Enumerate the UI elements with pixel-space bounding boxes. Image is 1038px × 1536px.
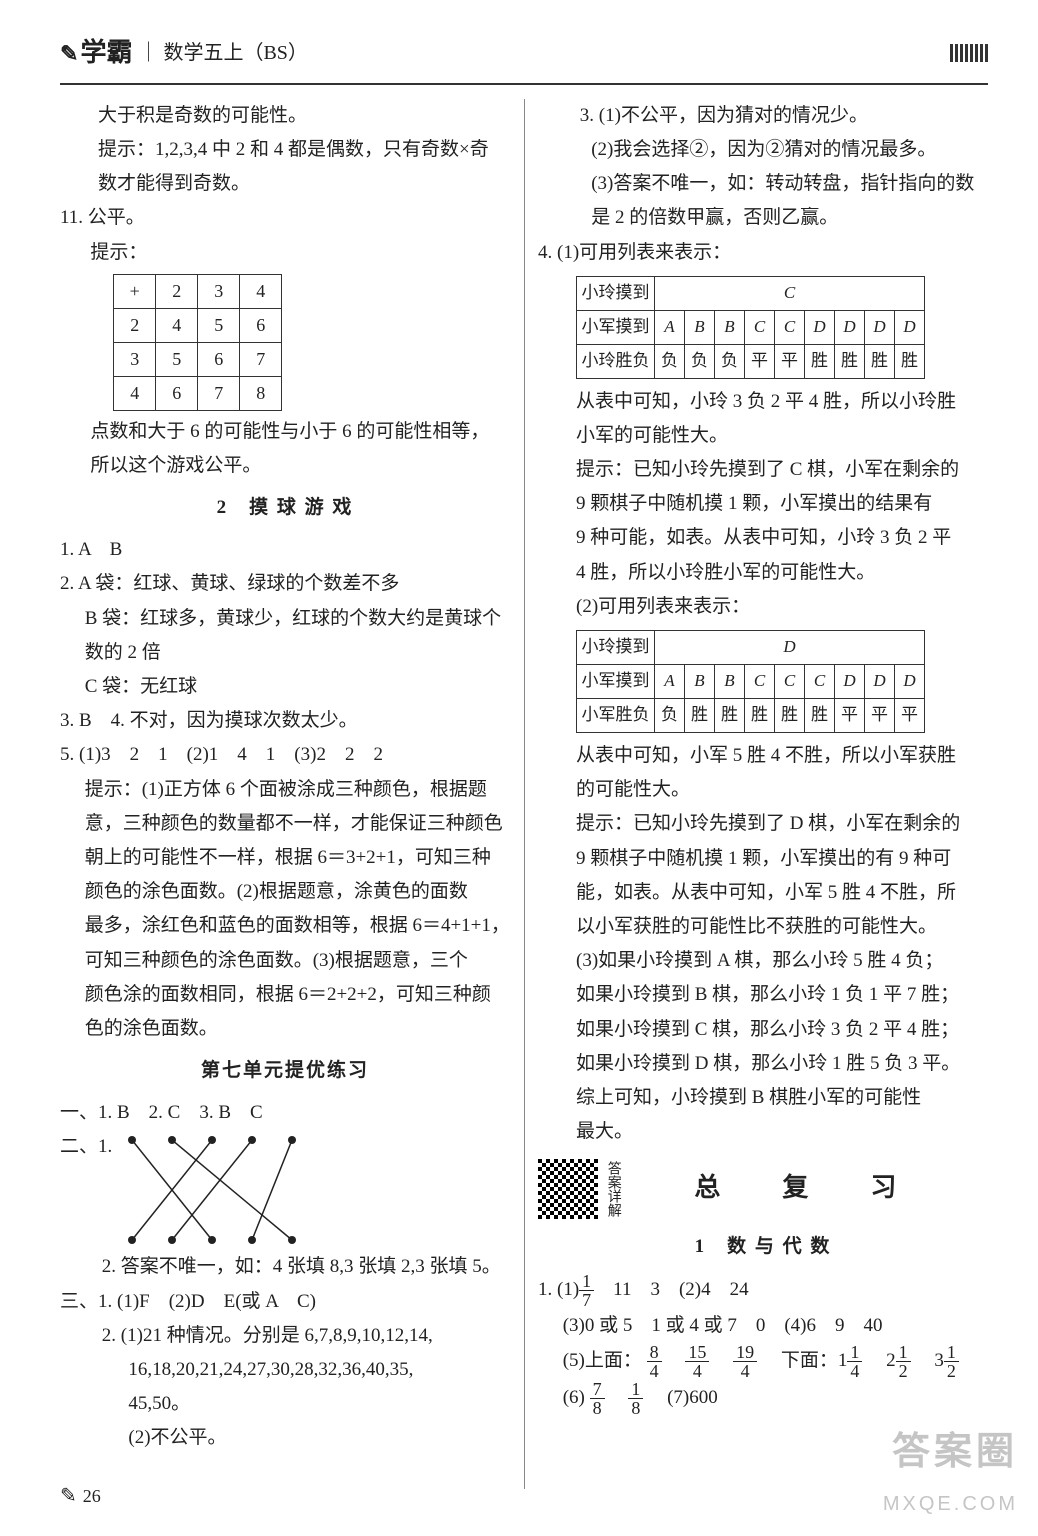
hint-text: 朝上的可能性不一样，根据 6＝3+2+1，可知三种 [60, 841, 510, 875]
addition-table: +234 2456 3567 4678 [113, 274, 282, 411]
text: 所以这个游戏公平。 [60, 449, 510, 483]
answer: (2)我会选择②，因为②猜对的情况最多。 [538, 133, 988, 167]
text: 点数和大于 6 的可能性与小于 6 的可能性相等， [60, 415, 510, 449]
answer: 1. (1)17 11 3 (2)4 24 [538, 1272, 988, 1309]
answer: 4. (1)可用列表来表示： [538, 236, 988, 270]
hint-text: 提示：(1)正方体 6 个面被涂成三种颜色，根据题 [60, 773, 510, 807]
answer: 3. (1)不公平，因为猜对的情况少。 [538, 99, 988, 133]
hint-text: 色的涂色面数。 [60, 1012, 510, 1046]
hint-text: 以小军获胜的可能性比不获胜的可能性大。 [538, 910, 988, 944]
answer: (5)上面： 84 154 194 下面：114 212 312 [538, 1343, 988, 1380]
two-column-body: 大于积是奇数的可能性。 提示：1,2,3,4 中 2 和 4 都是偶数，只有奇数… [60, 99, 988, 1489]
hint-text: 4 胜，所以小玲胜小军的可能性大。 [538, 556, 988, 590]
answer: 如果小玲摸到 D 棋，那么小玲 1 胜 5 负 3 平。 [538, 1047, 988, 1081]
text: 从表中可知，小军 5 胜 4 不胜，所以小军获胜 [538, 739, 988, 773]
qr-row: 答案详解 总 复 习 [538, 1155, 988, 1222]
answer: (2)可用列表来表示： [538, 590, 988, 624]
label: 二、1. [60, 1136, 112, 1157]
answer: 2. A 袋：红球、黄球、绿球的个数差不多 [60, 567, 510, 601]
section-title: 1 数 与 代 数 [538, 1230, 988, 1264]
hint-text: 提示：1,2,3,4 中 2 和 4 都是偶数，只有奇数×奇 [60, 133, 510, 167]
section-title: 第七单元提优练习 [60, 1054, 510, 1088]
text: 小军的可能性大。 [538, 419, 988, 453]
text: 大于积是奇数的可能性。 [60, 99, 510, 133]
hint-text: 9 种可能，如表。从表中可知，小玲 3 负 2 平 [538, 521, 988, 555]
hint-text: 最多，涂红色和蓝色的面数相等，根据 6＝4+1+1， [60, 909, 510, 943]
answer: 一、1. B 2. C 3. B C [60, 1096, 510, 1130]
qr-code-icon [538, 1159, 598, 1219]
answer: (2)不公平。 [60, 1421, 510, 1455]
header-subject: ｜ 数学五上（BS） [138, 35, 307, 71]
hint-text: 提示：已知小玲先摸到了 C 棋，小军在剩余的 [538, 453, 988, 487]
answer: 2. 答案不唯一，如：4 张填 8,3 张填 2,3 张填 5。 [60, 1250, 510, 1284]
barcode-icon [950, 44, 988, 62]
answer: 2. (1)21 种情况。分别是 6,7,8,9,10,12,14, [60, 1319, 510, 1353]
hint-text: 9 颗棋子中随机摸 1 颗，小军摸出的结果有 [538, 487, 988, 521]
hint-text: 提示：已知小玲先摸到了 D 棋，小军在剩余的 [538, 807, 988, 841]
answer: (3)0 或 5 1 或 4 或 7 0 (4)6 9 40 [538, 1309, 988, 1343]
hint-text: 数才能得到奇数。 [60, 167, 510, 201]
hint-text: 能，如表。从表中可知，小军 5 胜 4 不胜，所 [538, 876, 988, 910]
outcome-table-1: 小玲摸到C 小军摸到 ABBCCDDDD 小玲胜负 负负负平平胜胜胜胜 [576, 276, 925, 379]
hint-text: 颜色的涂色面数。(2)根据题意，涂黄色的面数 [60, 875, 510, 909]
matching-graph-row: 二、1. [60, 1130, 510, 1250]
pencil-icon: ✎ [60, 1478, 77, 1514]
answer: 数的 2 倍 [60, 636, 510, 670]
answer: 5. (1)3 2 1 (2)1 4 1 (3)2 2 2 [60, 738, 510, 772]
answer: 16,18,20,21,24,27,30,28,32,36,40,35, [60, 1353, 510, 1387]
answer: (6) 78 18 (7)600 [538, 1380, 988, 1417]
answer: 综上可知，小玲摸到 B 棋胜小军的可能性 [538, 1081, 988, 1115]
answer: 45,50。 [60, 1387, 510, 1421]
hint-with-table: 提示： [60, 236, 510, 270]
page-header: 学霸 ｜ 数学五上（BS） [60, 30, 988, 85]
answer: 三、1. (1)F (2)D E(或 A C) [60, 1285, 510, 1319]
hint-text: 意，三种颜色的数量都不一样，才能保证三种颜色 [60, 807, 510, 841]
watermark-url: MXQE.COM [883, 1486, 1018, 1522]
text: 的可能性大。 [538, 773, 988, 807]
answer: 如果小玲摸到 B 棋，那么小玲 1 负 1 平 7 胜； [538, 978, 988, 1012]
hint-text: 9 颗棋子中随机摸 1 颗，小军摸出的有 9 种可 [538, 842, 988, 876]
answer: 1. A B [60, 533, 510, 567]
answer: (3)答案不唯一，如：转动转盘，指针指向的数 [538, 167, 988, 201]
outcome-table-2: 小玲摸到D 小军摸到 ABBCCCDDD 小军胜负 负胜胜胜胜胜平平平 [576, 630, 925, 733]
brand-logo: 学霸 [60, 30, 132, 77]
text: 从表中可知，小玲 3 负 2 平 4 胜，所以小玲胜 [538, 385, 988, 419]
answer: 如果小玲摸到 C 棋，那么小玲 3 负 2 平 4 胜； [538, 1013, 988, 1047]
hint-text: 颜色涂的面数相同，根据 6＝2+2+2，可知三种颜 [60, 978, 510, 1012]
answer: 是 2 的倍数甲赢，否则乙赢。 [538, 201, 988, 235]
page-number: 26 [83, 1480, 101, 1512]
answer: 11. 公平。 [60, 201, 510, 235]
page-footer: ✎ 26 [60, 1478, 101, 1514]
answer: (3)如果小玲摸到 A 棋，那么小玲 5 胜 4 负； [538, 944, 988, 978]
answer: 3. B 4. 不对，因为摸球次数太少。 [60, 704, 510, 738]
hint-label: 提示： [60, 236, 147, 270]
matching-graph [117, 1130, 317, 1250]
answer: C 袋：无红球 [60, 670, 510, 704]
answer: B 袋：红球多，黄球少，红球的个数大约是黄球个 [60, 602, 510, 636]
qr-caption: 答案详解 [604, 1161, 621, 1217]
hint-text: 可知三种颜色的涂色面数。(3)根据题意，三个 [60, 944, 510, 978]
answer: 最大。 [538, 1115, 988, 1149]
chapter-title: 总 复 习 [621, 1165, 988, 1212]
section-title: 2 摸 球 游 戏 [60, 491, 510, 525]
